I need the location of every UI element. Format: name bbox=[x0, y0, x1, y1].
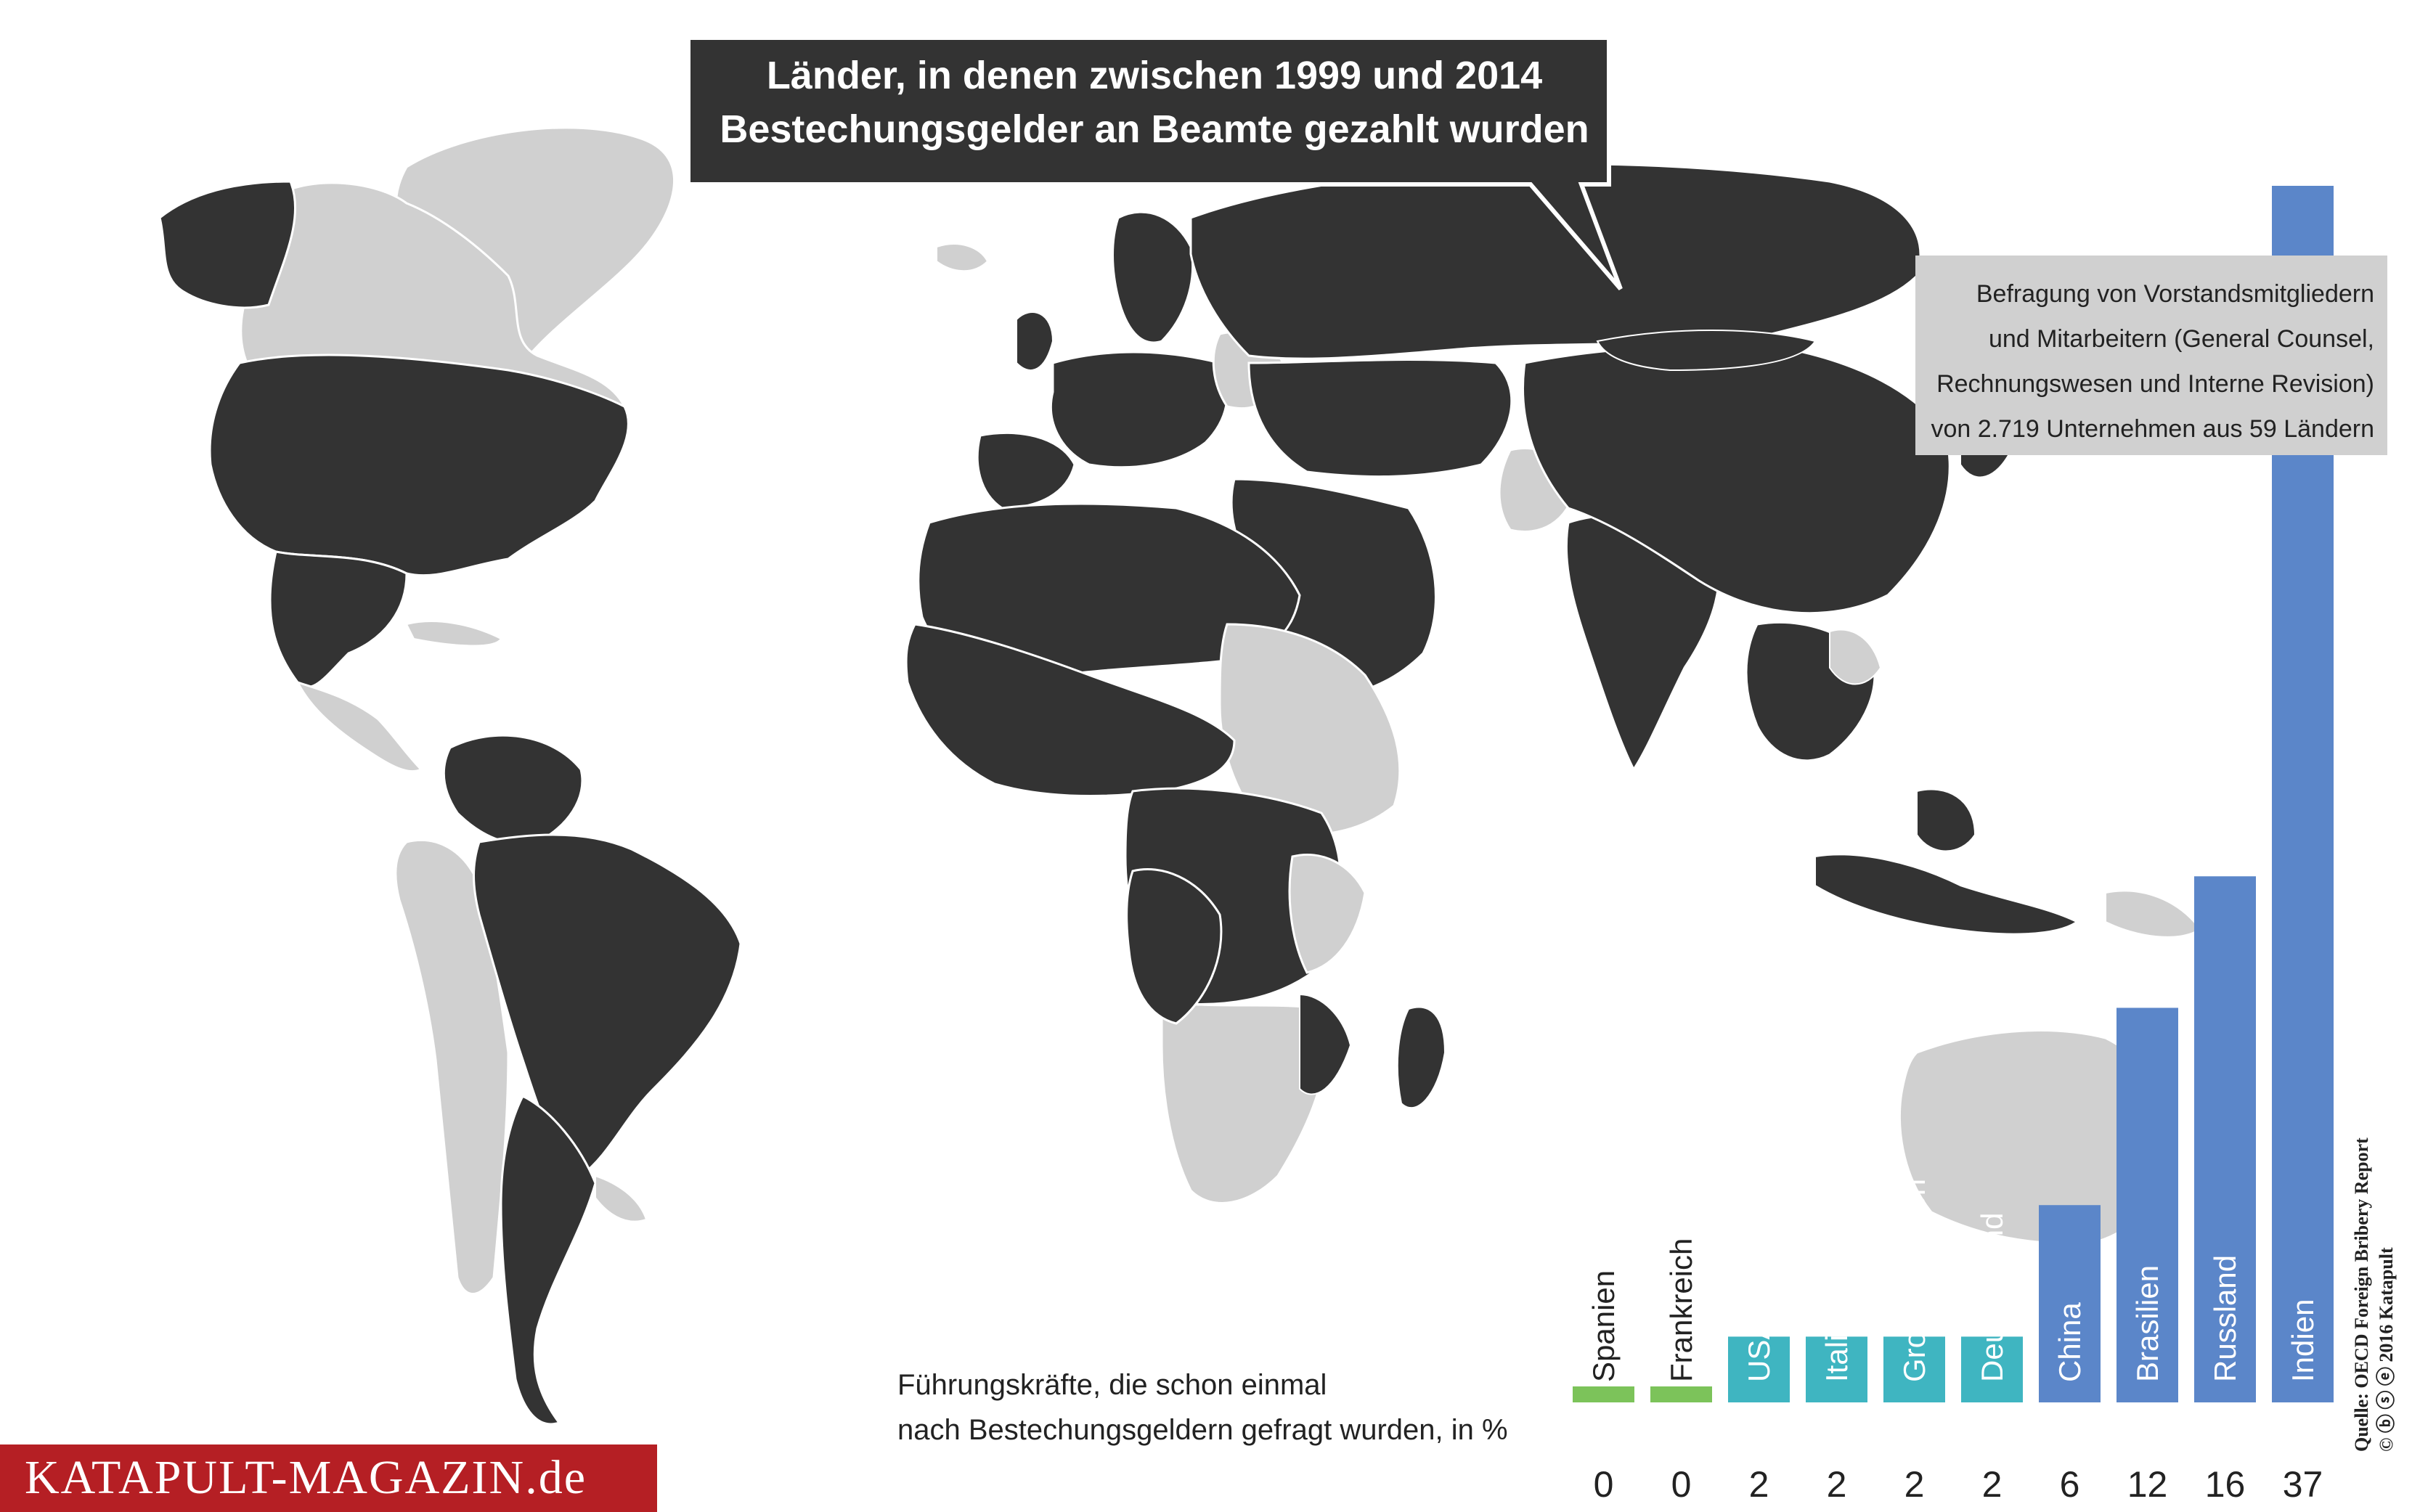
brand-text: KATAPULT-MAGAZIN.de bbox=[25, 1451, 587, 1504]
license-line: © ⓑ ⓢ ⓔ 2016 Katapult bbox=[2376, 1247, 2397, 1452]
value-label-8: 16 bbox=[2205, 1464, 2246, 1505]
map-sudan-ethiopia-grey bbox=[1218, 623, 1401, 836]
value-label-4: 2 bbox=[1904, 1464, 1925, 1505]
category-label-8: Russland bbox=[2208, 1255, 2242, 1382]
map-borneo bbox=[1916, 788, 1976, 852]
map-angola-drc bbox=[1125, 868, 1223, 1025]
category-label-7: Brasilien bbox=[2130, 1265, 2164, 1382]
map-iberia bbox=[976, 431, 1076, 510]
survey-line-1: Befragung von Vorstandsmitgliedern bbox=[1976, 280, 2374, 308]
map-southern-africa-grey bbox=[1160, 1000, 1327, 1204]
bar-0 bbox=[1573, 1386, 1634, 1402]
value-label-3: 2 bbox=[1827, 1464, 1847, 1505]
map-indochina-grey bbox=[1829, 629, 1882, 685]
survey-line-2: und Mitarbeitern (General Counsel, bbox=[1988, 325, 2374, 353]
map-mexico bbox=[269, 550, 408, 688]
bar-6 bbox=[2039, 1205, 2101, 1402]
map-brazil bbox=[473, 833, 742, 1177]
source-line: Quelle: OECD Foreign Bribery Report bbox=[2351, 1137, 2372, 1452]
map-east-africa-grey bbox=[1288, 853, 1366, 974]
map-indonesia bbox=[1814, 854, 2078, 935]
survey-line-4: von 2.719 Unternehmen aus 59 Ländern bbox=[1931, 415, 2374, 443]
value-label-5: 2 bbox=[1982, 1464, 2003, 1505]
value-label-2: 2 bbox=[1749, 1464, 1769, 1505]
map-western-europe bbox=[1049, 351, 1229, 469]
category-label-4: Großbritannien bbox=[1897, 1179, 1931, 1382]
bar-2 bbox=[1728, 1336, 1790, 1402]
category-label-9: Indien bbox=[2286, 1299, 2320, 1382]
bar-4 bbox=[1883, 1336, 1945, 1402]
title-line-2: Bestechungsgelder an Beamte gezahlt wurd… bbox=[720, 107, 1589, 151]
map-central-america bbox=[296, 680, 423, 773]
value-label-6: 6 bbox=[2060, 1464, 2080, 1505]
map-mongolia-grey bbox=[1596, 330, 1817, 372]
caption-line-2: nach Bestechungsgeldern gefragt wurden, … bbox=[897, 1414, 1508, 1446]
bar-7 bbox=[2117, 1008, 2178, 1402]
bar-8 bbox=[2194, 876, 2256, 1402]
category-label-5: Deutschland bbox=[1975, 1213, 2009, 1382]
category-label-1: Frankreich bbox=[1664, 1238, 1698, 1382]
category-label-3: Italien bbox=[1820, 1301, 1854, 1382]
map-caribbean bbox=[405, 621, 502, 647]
bar-5 bbox=[1961, 1336, 2023, 1402]
bar-1 bbox=[1650, 1386, 1712, 1402]
value-label-1: 0 bbox=[1671, 1464, 1692, 1505]
bar-3 bbox=[1806, 1336, 1867, 1402]
map-usa bbox=[208, 354, 630, 577]
map-madagascar bbox=[1396, 1006, 1446, 1108]
chart-caption: Führungskräfte, die schon einmal nach Be… bbox=[897, 1362, 1551, 1452]
map-uk bbox=[1016, 311, 1054, 371]
value-label-9: 37 bbox=[2283, 1464, 2323, 1505]
value-label-0: 0 bbox=[1594, 1464, 1614, 1505]
bars-group: Spanien 0 Frankreich 0 USA 2 Italien 2 Großbrita… bbox=[1573, 186, 2334, 1505]
source-note: Quelle: OECD Foreign Bribery Report © ⓑ … bbox=[2350, 1132, 2420, 1452]
title-line-1: Länder, in denen zwischen 1999 und 2014 bbox=[766, 54, 1543, 97]
map-uruguay bbox=[595, 1174, 648, 1222]
brand-footer[interactable]: KATAPULT-MAGAZIN.de bbox=[0, 1444, 657, 1512]
map-mozambique bbox=[1299, 993, 1352, 1095]
category-label-2: USA bbox=[1742, 1320, 1776, 1382]
category-label-6: China bbox=[2053, 1302, 2087, 1382]
survey-line-3: Rechnungswesen und Interne Revision) bbox=[1936, 370, 2374, 398]
survey-info-box: Befragung von Vorstandsmitgliedern und M… bbox=[1915, 256, 2387, 455]
map-alaska bbox=[158, 180, 297, 309]
category-label-0: Spanien bbox=[1586, 1270, 1621, 1382]
caption-line-1: Führungskräfte, die schon einmal bbox=[897, 1369, 1327, 1401]
value-label-7: 12 bbox=[2127, 1464, 2168, 1505]
map-central-asia bbox=[1247, 359, 1513, 478]
